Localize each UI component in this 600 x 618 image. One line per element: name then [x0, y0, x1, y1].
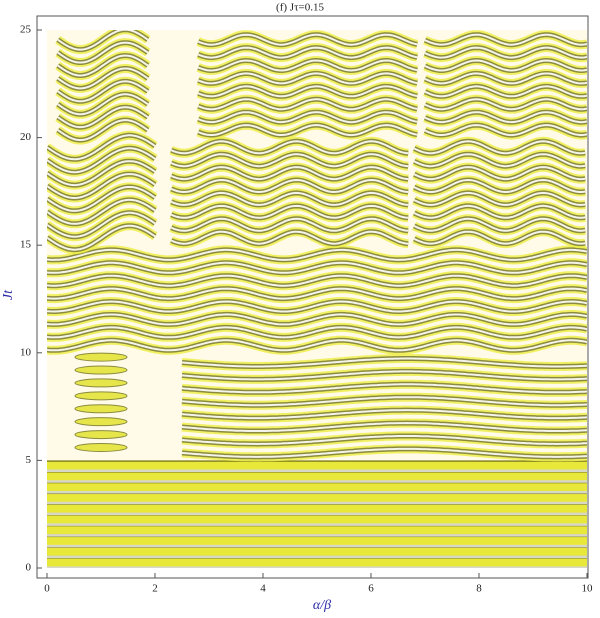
contour-blob — [74, 442, 128, 452]
contour-white — [424, 124, 587, 137]
contour-blob — [74, 365, 128, 375]
contour-blob — [74, 352, 128, 362]
contour-white — [424, 72, 587, 85]
y-tick-label: 5 — [26, 454, 32, 466]
stripe-yellow — [47, 472, 587, 481]
contour-white — [47, 339, 587, 352]
x-tick-label: 10 — [582, 583, 594, 595]
contour-white — [197, 46, 418, 59]
contour-white — [413, 153, 586, 168]
stripe-yellow — [47, 526, 587, 535]
contour-white — [424, 46, 587, 59]
y-tick-label: 15 — [20, 239, 32, 251]
stripe-yellow — [47, 494, 587, 503]
contour-white — [170, 178, 409, 194]
stripe-yellow — [47, 483, 587, 492]
contour-blob — [74, 430, 128, 440]
contour-white — [57, 106, 149, 129]
contour-white — [197, 98, 418, 111]
contour-white — [57, 41, 149, 64]
contour-white — [181, 357, 587, 368]
stripe-yellow — [47, 504, 587, 513]
stripe-yellow — [47, 547, 587, 556]
contour-white — [197, 72, 418, 85]
stripe-yellow — [47, 461, 587, 470]
stripe-yellow — [47, 558, 587, 567]
contour-white — [413, 230, 586, 245]
x-tick-label: 4 — [260, 583, 266, 595]
contour-white — [170, 204, 409, 219]
contour-white — [47, 160, 156, 187]
contour-blob — [74, 417, 128, 427]
contour-white — [197, 111, 418, 124]
contour-white — [57, 119, 149, 141]
x-axis-label: α/β — [313, 598, 331, 613]
contour-white — [47, 287, 587, 300]
contour-white — [170, 191, 409, 206]
contour-white — [181, 396, 587, 407]
contour-white — [413, 178, 586, 193]
contour-white — [424, 111, 587, 124]
contour-white — [197, 59, 418, 72]
contour-white — [197, 85, 418, 98]
contour-white — [181, 409, 587, 420]
contour-white — [170, 153, 409, 168]
contour-white — [47, 300, 587, 313]
contour-white — [57, 30, 149, 51]
contour-blob — [74, 378, 128, 388]
contour-white — [47, 261, 587, 274]
contour-white — [181, 447, 587, 458]
contour-white — [413, 140, 586, 155]
contour-white — [170, 217, 409, 232]
contour-white — [181, 383, 587, 394]
contour-blob — [74, 404, 128, 414]
contour-white — [170, 166, 409, 181]
contour-white — [424, 33, 587, 46]
contour-white — [413, 204, 586, 219]
contour-white — [57, 54, 149, 77]
contour-white — [197, 33, 418, 46]
contour-white — [170, 140, 409, 155]
contour-white — [47, 147, 156, 174]
contour-white — [47, 198, 156, 225]
chart-title: (f) Jτ=0.15 — [276, 2, 324, 14]
contour-white — [57, 93, 149, 116]
contour-white — [47, 313, 587, 326]
contour-white — [57, 80, 149, 103]
contour-white — [170, 230, 409, 245]
x-tick-label: 6 — [368, 583, 374, 595]
contour-field — [47, 30, 587, 568]
contour-white — [57, 67, 149, 90]
contour-white — [47, 211, 156, 238]
contour-white — [47, 173, 156, 200]
contour-white — [181, 435, 587, 446]
contour-white — [197, 124, 418, 137]
stripe-yellow — [47, 537, 587, 546]
stripe-yellow — [47, 515, 587, 524]
y-axis-label: Jt — [1, 289, 16, 300]
x-tick-label: 2 — [152, 583, 158, 595]
contour-white — [424, 85, 587, 98]
x-tick-label: 8 — [476, 583, 482, 595]
contour-white — [47, 186, 156, 212]
contour-white — [413, 166, 586, 181]
contour-white — [47, 134, 156, 161]
contour-blob — [74, 391, 128, 401]
contour-white — [413, 217, 586, 232]
contour-white — [47, 326, 587, 339]
y-tick-label: 25 — [20, 24, 32, 36]
contour-white — [181, 370, 587, 381]
contour-white — [413, 191, 586, 206]
contour-white — [47, 274, 587, 287]
contour-white — [47, 248, 587, 261]
y-tick-label: 0 — [26, 562, 32, 574]
y-tick-label: 20 — [20, 131, 32, 143]
x-tick-label: 0 — [44, 583, 50, 595]
contour-white — [424, 59, 587, 72]
contour-white — [181, 421, 587, 432]
y-tick-label: 10 — [20, 346, 32, 358]
contour-white — [47, 224, 156, 251]
contour-white — [424, 98, 587, 111]
